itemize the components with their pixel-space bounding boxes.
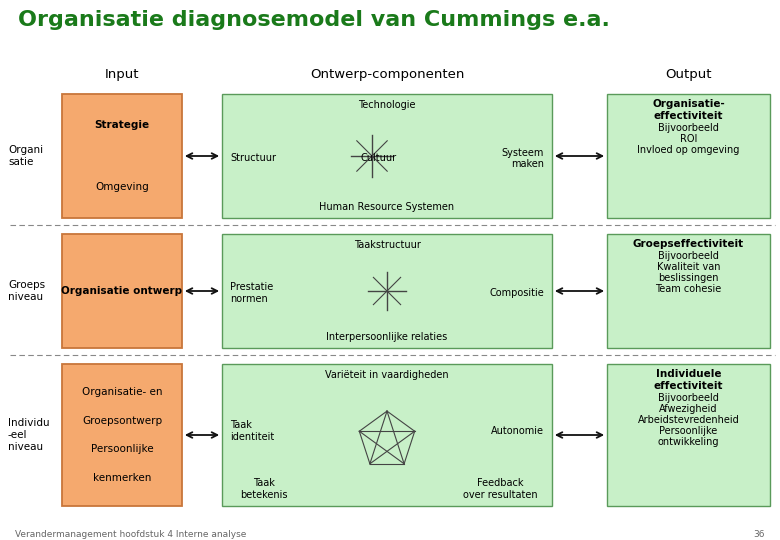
Text: ROI: ROI [680,134,697,144]
Text: Structuur: Structuur [230,153,276,164]
Bar [222,234,552,348]
Text: Technologie: Technologie [358,100,416,110]
Text: Team cohesie: Team cohesie [655,284,722,294]
Text: beslissingen: beslissingen [658,273,718,283]
Text: Organisatie ontwerp: Organisatie ontwerp [62,286,183,296]
Bar [62,364,182,506]
Text: Verandermanagement hoofdstuk 4 Interne analyse: Verandermanagement hoofdstuk 4 Interne a… [15,530,246,539]
Text: Cultuur: Cultuur [361,153,397,164]
Text: Persoonlijke: Persoonlijke [90,444,154,454]
Text: 36: 36 [753,530,765,539]
Text: Organi
satie: Organi satie [8,145,43,167]
Text: Arbeidstevredenheid: Arbeidstevredenheid [637,415,739,425]
Bar [607,94,770,218]
Text: Taak
identiteit: Taak identiteit [230,420,275,442]
Bar [607,364,770,506]
Text: Persoonlijke: Persoonlijke [659,426,718,436]
Text: Omgeving: Omgeving [95,182,149,192]
Text: Organisatie diagnosemodel van Cummings e.a.: Organisatie diagnosemodel van Cummings e… [18,10,610,30]
Text: Strategie: Strategie [94,120,150,130]
Text: Systeem
maken: Systeem maken [502,147,544,169]
Text: Invloed op omgeving: Invloed op omgeving [637,145,739,155]
Text: Output: Output [665,68,711,81]
Text: Human Resource Systemen: Human Resource Systemen [320,202,455,212]
Text: Feedback
over resultaten: Feedback over resultaten [463,478,537,500]
Bar [607,234,770,348]
Text: kenmerken: kenmerken [93,472,151,483]
Text: Ontwerp-componenten: Ontwerp-componenten [310,68,464,81]
Text: Organisatie-
effectiviteit: Organisatie- effectiviteit [652,99,725,122]
Text: Kwaliteit van: Kwaliteit van [657,262,720,272]
Bar [62,94,182,218]
Text: Taakstructuur: Taakstructuur [353,240,420,250]
Text: Bijvoorbeeld: Bijvoorbeeld [658,251,719,261]
Text: Afwezigheid: Afwezigheid [659,404,718,414]
Text: Autonomie: Autonomie [491,426,544,436]
Text: Interpersoonlijke relaties: Interpersoonlijke relaties [326,332,448,342]
Text: Individuele
effectiviteit: Individuele effectiviteit [654,369,723,392]
Text: Prestatie
normen: Prestatie normen [230,282,273,304]
Bar [222,94,552,218]
Text: Individu
-eel
niveau: Individu -eel niveau [8,418,50,451]
Text: Taak
betekenis: Taak betekenis [240,478,288,500]
Text: Groepseffectiviteit: Groepseffectiviteit [633,239,744,249]
Bar [62,234,182,348]
Text: Compositie: Compositie [489,288,544,298]
Text: Bijvoorbeeld: Bijvoorbeeld [658,123,719,133]
Text: Variëteit in vaardigheden: Variëteit in vaardigheden [325,370,448,380]
Text: Bijvoorbeeld: Bijvoorbeeld [658,393,719,403]
Text: Groeps
niveau: Groeps niveau [8,280,45,302]
Text: Input: Input [105,68,140,81]
Text: Groepsontwerp: Groepsontwerp [82,416,162,426]
Bar [222,364,552,506]
Text: ontwikkeling: ontwikkeling [658,437,719,447]
Text: Organisatie- en: Organisatie- en [82,387,162,397]
